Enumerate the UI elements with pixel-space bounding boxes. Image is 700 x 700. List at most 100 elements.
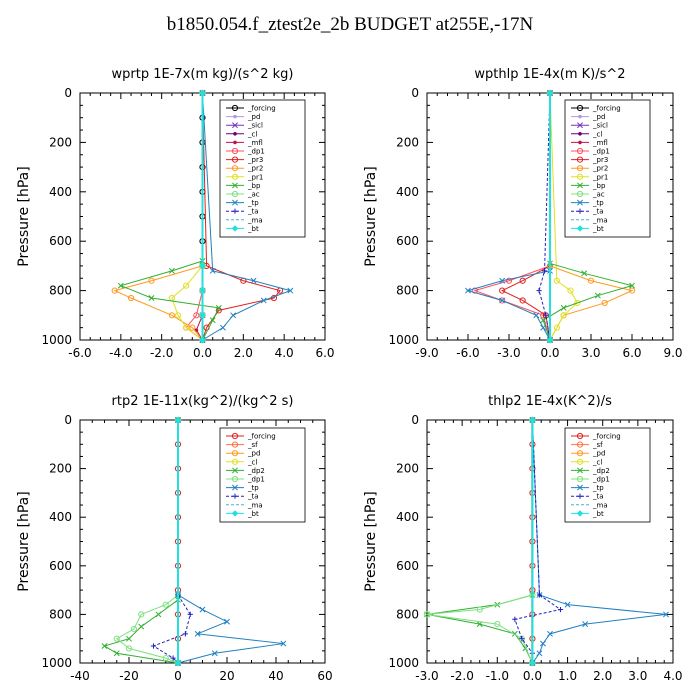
data-point: [601, 299, 608, 307]
legend-label: _cl: [592, 130, 602, 138]
series-pr3: [499, 89, 554, 344]
data-point: [499, 297, 506, 304]
y-tick-label: 800: [396, 607, 419, 621]
legend-marker: [578, 132, 582, 136]
data-point: [162, 601, 169, 608]
data-point: [529, 659, 536, 667]
x-tick-label: 3.0: [581, 346, 600, 360]
series-tp: [529, 417, 669, 666]
y-axis-label: Pressure [hPa]: [363, 166, 379, 266]
series-line: [115, 420, 179, 664]
series-bt: [529, 416, 536, 667]
legend-label: _tp: [592, 484, 604, 492]
y-tick-label: 600: [49, 234, 72, 248]
series-line: [426, 420, 533, 664]
data-point: [215, 304, 222, 311]
data-point: [476, 606, 483, 613]
x-tick-label: 0: [174, 669, 182, 683]
legend-label: _dp1: [247, 148, 265, 156]
data-point: [194, 630, 201, 637]
data-point: [560, 304, 567, 311]
y-tick-label: 600: [396, 559, 419, 573]
legend-marker: [576, 147, 584, 155]
x-tick-label: 2.0: [234, 346, 253, 360]
data-point: [199, 336, 206, 344]
legend-marker: [576, 104, 584, 112]
series-tp: [465, 90, 553, 343]
legend-marker: [232, 199, 238, 206]
series-tp: [199, 90, 294, 343]
series-line: [177, 420, 284, 664]
legend-marker: [231, 441, 239, 448]
legend-marker: [576, 510, 584, 517]
legend-label: _dp1: [592, 148, 610, 156]
data-point: [536, 650, 543, 657]
legend-label: _ta: [247, 493, 259, 501]
y-tick-label: 200: [396, 135, 419, 149]
data-point: [287, 287, 294, 294]
x-tick-label: -2.0: [150, 346, 173, 360]
x-tick-label: 3.0: [628, 669, 647, 683]
data-point: [182, 631, 188, 637]
legend-label: _pd: [592, 113, 605, 121]
data-point: [471, 287, 478, 294]
data-point: [101, 643, 108, 649]
data-point: [230, 312, 237, 319]
legend: _forcing_pd_sicl_cl_mfl_dp1_pr3_pr2_pr1_…: [564, 99, 651, 238]
data-point: [148, 295, 155, 301]
legend-label: _ta: [592, 208, 604, 216]
y-tick-label: 400: [396, 510, 419, 524]
legend-label: _dp2: [592, 467, 610, 475]
legend-label: _cl: [247, 458, 257, 466]
data-point: [199, 312, 206, 319]
y-tick-label: 800: [396, 284, 419, 298]
data-point: [582, 621, 589, 628]
legend-label: _cl: [247, 130, 257, 138]
series-ta: [512, 417, 564, 666]
data-point: [155, 611, 162, 618]
legend-label: _pr2: [592, 165, 608, 173]
data-point: [423, 611, 431, 618]
y-tick-label: 1000: [41, 656, 72, 670]
data-point: [193, 312, 200, 319]
legend-marker: [231, 165, 239, 172]
data-point: [505, 277, 513, 284]
legend-label: _dp2: [247, 467, 265, 475]
x-tick-label: 20: [219, 669, 234, 683]
data-point: [187, 611, 193, 617]
panel-2: wpthlp 1E-4x(m K)/s^2 Pressure [hPa] 0 200 4…: [363, 67, 683, 360]
legend-marker: [577, 493, 583, 499]
legend: _forcing_pd_sicl_cl_mfl_dp1_pr3_pr2_pr1_…: [219, 99, 306, 238]
legend-marker: [576, 450, 584, 457]
data-point: [499, 277, 506, 284]
data-point: [533, 312, 540, 319]
panel-3: rtp2 1E-11x(kg^2)/(kg^2 s) Pressure [hPa]…: [16, 394, 333, 683]
y-tick-label: 1000: [388, 333, 419, 347]
data-point: [581, 270, 588, 277]
data-point: [594, 292, 601, 299]
data-point: [189, 324, 196, 331]
series-line: [103, 420, 179, 664]
legend-label: _dp1: [247, 476, 265, 484]
legend-label: _tp: [247, 199, 259, 207]
legend-label: _forcing: [247, 433, 276, 441]
series-ta: [150, 417, 193, 666]
legend-marker: [232, 484, 238, 491]
legend-box: [564, 427, 651, 523]
legend-marker: [577, 467, 583, 474]
data-point: [183, 282, 190, 289]
y-tick-label: 600: [396, 234, 419, 248]
legend-marker: [576, 225, 584, 232]
legend-marker: [577, 199, 583, 206]
data-point: [127, 294, 135, 302]
x-tick-label: 0.0: [523, 669, 542, 683]
legend-label: _mfl: [592, 139, 608, 147]
legend-marker: [231, 104, 239, 112]
data-point: [499, 287, 506, 294]
data-point: [117, 282, 124, 289]
legend-label: _pr2: [247, 165, 263, 173]
data-point: [168, 312, 175, 319]
y-tick-label: 0: [64, 413, 72, 427]
data-point: [536, 288, 542, 294]
